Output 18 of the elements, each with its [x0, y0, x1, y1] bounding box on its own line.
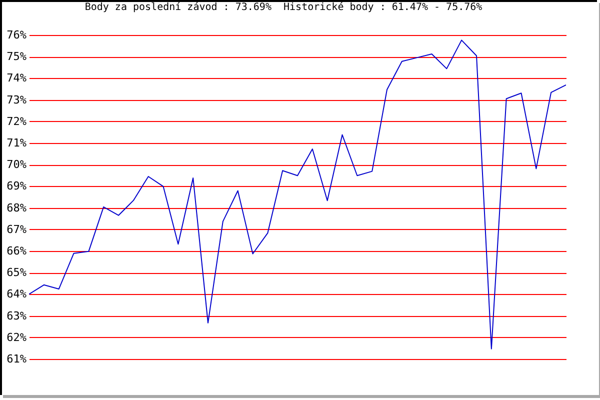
y-tick-label: 62%	[6, 330, 27, 344]
y-tick-label: 72%	[6, 114, 27, 128]
line-series	[29, 40, 566, 350]
y-tick-label: 71%	[6, 136, 27, 150]
y-tick-label: 66%	[6, 244, 27, 258]
y-tick-label: 73%	[6, 93, 27, 106]
y-tick-label: 68%	[6, 201, 27, 214]
y-tick-label: 63%	[6, 309, 27, 322]
y-tick-label: 65%	[6, 266, 27, 280]
y-tick-label: 74%	[6, 72, 27, 85]
y-tick-label: 76%	[6, 28, 27, 42]
chart-title: Body za poslední závod : 73.69% Historické body : 61.47% - 75.76%	[84, 2, 482, 13]
y-tick-label: 67%	[6, 222, 27, 236]
y-tick-label: 64%	[6, 288, 27, 301]
y-tick-label: 69%	[6, 180, 27, 193]
y-tick-label: 75%	[6, 50, 27, 64]
y-tick-label: 61%	[6, 352, 27, 366]
y-tick-label: 70%	[6, 158, 27, 172]
